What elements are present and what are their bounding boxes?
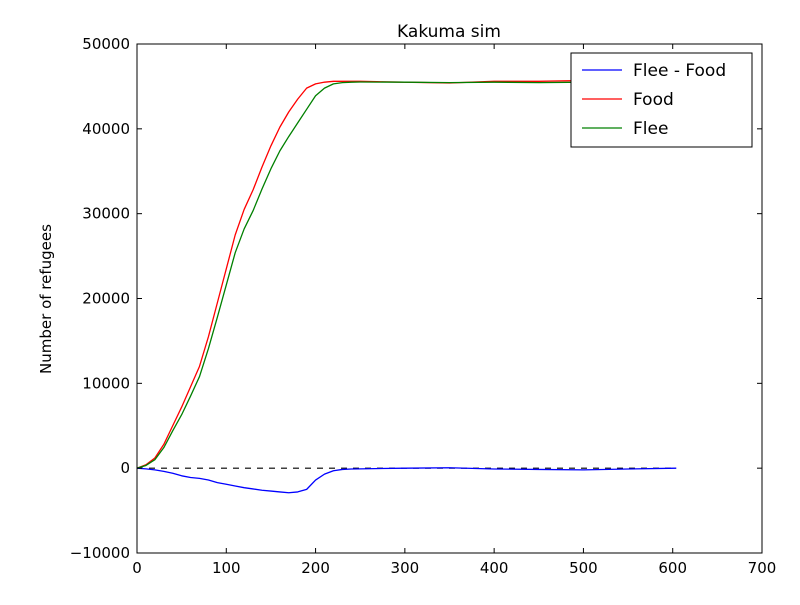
plot-area: 0 100 200 300 400 500 600 700−10000010000200003… [70, 35, 777, 577]
x-tick-label: 100 [212, 559, 241, 577]
x-tick-label: 700 [748, 559, 777, 577]
series-line-flee-minus-food [136, 467, 677, 494]
x-tick-label: 300 [391, 559, 420, 577]
y-axis-label: Number of refugees [37, 224, 55, 374]
legend: Flee - Food Food Flee [570, 52, 753, 148]
x-tick-label: 400 [480, 559, 509, 577]
y-tick-label: 0 [120, 459, 130, 477]
y-tick-label: 50000 [82, 35, 130, 53]
chart-title: Kakuma sim [397, 22, 501, 42]
y-tick-label: 20000 [82, 290, 130, 308]
y-tick-label: 40000 [82, 120, 130, 138]
legend-box [570, 52, 753, 148]
x-tick-label: 0 [132, 559, 142, 577]
x-tick-label: 200 [301, 559, 330, 577]
x-tick-label: 600 [658, 559, 687, 577]
y-tick-label: −10000 [70, 544, 130, 562]
legend-label: Flee - Food [633, 61, 726, 81]
x-tick-label: 500 [569, 559, 598, 577]
legend-label: Flee [633, 119, 668, 139]
y-tick-label: 30000 [82, 205, 130, 223]
y-tick-label: 10000 [82, 374, 130, 392]
legend-label: Food [633, 90, 674, 110]
series-line-flee [136, 78, 677, 469]
